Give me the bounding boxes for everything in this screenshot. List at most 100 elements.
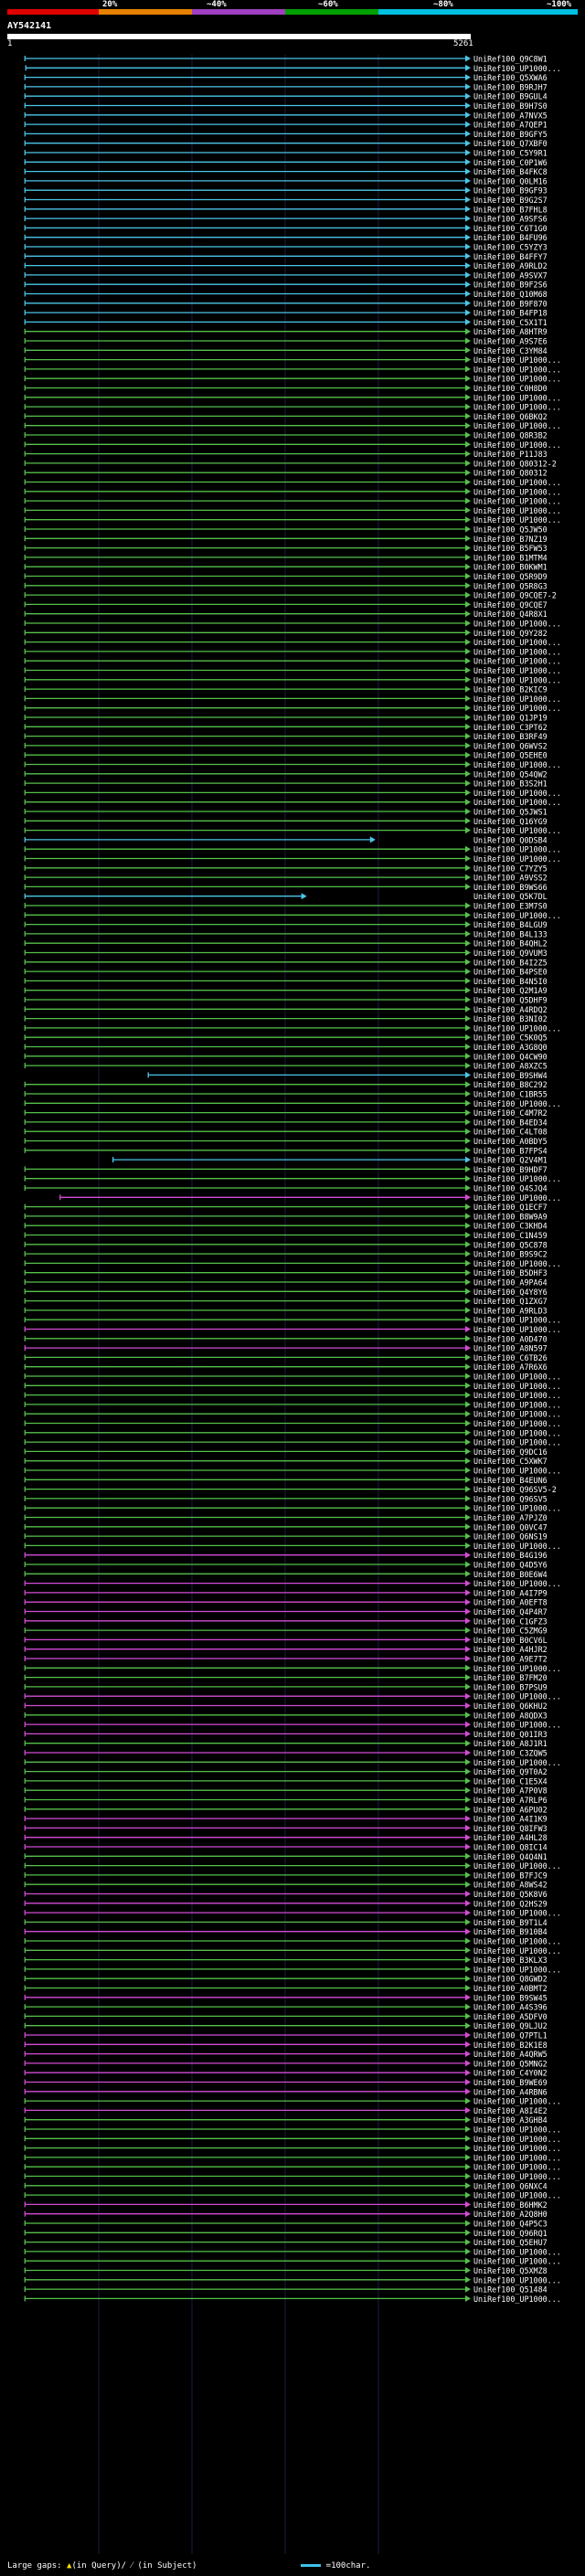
hit-label[interactable]: UniRef100_UP1000... xyxy=(473,1325,561,1334)
hit-row[interactable]: UniRef100_A9RLD2 xyxy=(24,261,548,270)
hit-row[interactable]: UniRef100_B9HDF7 xyxy=(24,1165,548,1174)
hit-label[interactable]: UniRef100_B3KLX3 xyxy=(473,1956,548,1965)
hit-label[interactable]: UniRef100_B9SHW4 xyxy=(473,1071,548,1080)
hit-label[interactable]: UniRef100_UP1000... xyxy=(473,657,561,666)
hit-row[interactable]: UniRef100_Q2HS29 xyxy=(24,1899,548,1908)
hit-label[interactable]: UniRef100_A7PJZ0 xyxy=(473,1513,548,1522)
hit-label[interactable]: UniRef100_Q9CQE7-2 xyxy=(473,591,557,600)
hit-row[interactable]: UniRef100_P11J83 xyxy=(24,450,548,459)
hit-label[interactable]: UniRef100_B7NZ19 xyxy=(473,535,548,544)
hit-label[interactable]: UniRef100_Q9VUM3 xyxy=(473,949,548,958)
hit-label[interactable]: UniRef100_B3RF49 xyxy=(473,732,548,741)
hit-row[interactable]: UniRef100_C5X1T1 xyxy=(24,318,548,327)
hit-label[interactable]: UniRef100_A8QDX3 xyxy=(473,1711,548,1720)
hit-row[interactable]: UniRef100_Q1ECF7 xyxy=(24,1203,548,1212)
hit-label[interactable]: UniRef100_B5DHF3 xyxy=(473,1268,548,1277)
hit-label[interactable]: UniRef100_UP1000... xyxy=(473,1099,561,1108)
hit-row[interactable]: UniRef100_B4N5I0 xyxy=(24,977,548,986)
hit-row[interactable]: UniRef100_Q9DC16 xyxy=(24,1447,548,1457)
hit-row[interactable]: UniRef100_A8I4E2 xyxy=(24,2106,548,2115)
hit-label[interactable]: UniRef100_UP1000... xyxy=(473,1692,561,1701)
hit-label[interactable]: UniRef100_B4QHL2 xyxy=(473,939,548,949)
hit-label[interactable]: UniRef100_Q5EHU7 xyxy=(473,2238,548,2247)
hit-row[interactable]: UniRef100_A9E7T2 xyxy=(24,1655,548,1664)
hit-label[interactable]: UniRef100_UP1000... xyxy=(473,1861,561,1871)
hit-row[interactable]: UniRef100_B9SHW4 xyxy=(147,1071,548,1080)
hit-row[interactable]: UniRef100_UP1000... xyxy=(24,704,561,713)
hit-row[interactable]: UniRef100_Q7PTL1 xyxy=(24,2031,548,2041)
hit-label[interactable]: UniRef100_UP1000... xyxy=(473,675,561,684)
hit-label[interactable]: UniRef100_C1N459 xyxy=(473,1231,548,1240)
hit-row[interactable]: UniRef100_A3GHB4 xyxy=(24,2115,548,2125)
hit-row[interactable]: UniRef100_A7R6X6 xyxy=(24,1362,548,1372)
hit-label[interactable]: UniRef100_Q4Q4N1 xyxy=(473,1852,548,1861)
hit-label[interactable]: UniRef100_B6HMK2 xyxy=(473,2200,548,2210)
hit-row[interactable]: UniRef100_UP1000... xyxy=(24,506,561,515)
hit-row[interactable]: UniRef100_B4FP18 xyxy=(24,309,548,318)
hit-label[interactable]: UniRef100_Q5C878 xyxy=(473,1240,548,1249)
hit-row[interactable]: UniRef100_Q5JW50 xyxy=(24,525,548,535)
hit-label[interactable]: UniRef100_B9S9C2 xyxy=(473,1250,548,1259)
hit-label[interactable]: UniRef100_Q1ECF7 xyxy=(473,1203,548,1212)
hit-label[interactable]: UniRef100_C1BR55 xyxy=(473,1090,548,1099)
hit-row[interactable]: UniRef100_Q5JWS1 xyxy=(24,808,548,817)
hit-row[interactable]: UniRef100_B9WE69 xyxy=(24,2078,548,2087)
hit-label[interactable]: UniRef100_B8W9A9 xyxy=(473,1212,548,1221)
hit-label[interactable]: UniRef100_B7FHL8 xyxy=(473,205,548,214)
hit-label[interactable]: UniRef100_A4RBN6 xyxy=(473,2087,548,2096)
hit-label[interactable]: UniRef100_C3KHD4 xyxy=(473,1222,548,1231)
hit-label[interactable]: UniRef100_Q0DSB4 xyxy=(473,835,548,844)
hit-label[interactable]: UniRef100_B4G196 xyxy=(473,1551,548,1560)
hit-row[interactable]: UniRef100_A7P0V8 xyxy=(24,1786,548,1796)
hit-label[interactable]: UniRef100_B9H7S0 xyxy=(473,101,548,111)
hit-row[interactable]: UniRef100_A6PU02 xyxy=(24,1805,548,1814)
hit-label[interactable]: UniRef100_UP1000... xyxy=(473,1400,561,1409)
hit-row[interactable]: UniRef100_B3NI02 xyxy=(24,1014,548,1023)
hit-row[interactable]: UniRef100_UP1000... xyxy=(24,365,561,374)
hit-label[interactable]: UniRef100_A5DFV0 xyxy=(473,2012,548,2021)
hit-row[interactable]: UniRef100_UP1000... xyxy=(24,1391,561,1400)
hit-row[interactable]: UniRef100_UP1000... xyxy=(24,1909,561,1918)
hit-label[interactable]: UniRef100_UP1000... xyxy=(473,64,561,73)
hit-row[interactable]: UniRef100_UP1000... xyxy=(24,1410,561,1419)
hit-label[interactable]: UniRef100_A9S7E6 xyxy=(473,337,548,346)
hit-label[interactable]: UniRef100_A9SVX7 xyxy=(473,270,548,280)
hit-row[interactable]: UniRef100_UP1000... xyxy=(24,2097,561,2106)
hit-label[interactable]: UniRef100_UP1000... xyxy=(473,845,561,854)
hit-row[interactable]: UniRef100_B8W9A9 xyxy=(24,1212,548,1221)
hit-row[interactable]: UniRef100_B1MTM4 xyxy=(24,553,548,562)
hit-label[interactable]: UniRef100_Q9C8W1 xyxy=(473,55,548,64)
hit-row[interactable]: UniRef100_B4FU96 xyxy=(24,233,548,242)
hit-row[interactable]: UniRef100_Q5XWA6 xyxy=(24,73,548,82)
hit-row[interactable]: UniRef100_B9WS66 xyxy=(24,883,548,892)
hit-row[interactable]: UniRef100_C5K0Q5 xyxy=(24,1034,548,1043)
hit-row[interactable]: UniRef100_UP1000... xyxy=(24,1504,561,1513)
hit-row[interactable]: UniRef100_A8WS42 xyxy=(24,1881,548,1890)
hit-row[interactable]: UniRef100_B4EUN6 xyxy=(24,1476,548,1485)
hit-row[interactable]: UniRef100_UP1000... xyxy=(24,515,561,525)
hit-label[interactable]: UniRef100_Q4CW90 xyxy=(473,1052,548,1061)
hit-label[interactable]: UniRef100_UP1000... xyxy=(473,365,561,374)
hit-row[interactable]: UniRef100_C0H8D0 xyxy=(24,384,548,393)
hit-label[interactable]: UniRef100_A8J1R1 xyxy=(473,1739,548,1748)
hit-row[interactable]: UniRef100_C1BR55 xyxy=(24,1090,548,1099)
hit-label[interactable]: UniRef100_B4LGU9 xyxy=(473,920,548,929)
hit-row[interactable]: UniRef100_A4HL28 xyxy=(24,1833,548,1842)
hit-row[interactable]: UniRef100_B910B4 xyxy=(24,1927,548,1936)
hit-label[interactable]: UniRef100_UP1000... xyxy=(473,694,561,704)
hit-row[interactable]: UniRef100_A7QEP1 xyxy=(24,121,548,130)
hit-label[interactable]: UniRef100_Q80312-2 xyxy=(473,459,557,468)
hit-row[interactable]: UniRef100_A7RLP6 xyxy=(24,1796,548,1805)
hit-label[interactable]: UniRef100_B4N5I0 xyxy=(473,977,548,986)
hit-row[interactable]: UniRef100_B8C292 xyxy=(24,1080,548,1089)
hit-row[interactable]: UniRef100_UP1000... xyxy=(24,1400,561,1409)
hit-row[interactable]: UniRef100_A9VSS2 xyxy=(24,874,548,883)
hit-label[interactable]: UniRef100_UP1000... xyxy=(473,478,561,487)
hit-label[interactable]: UniRef100_A0BMT2 xyxy=(473,1984,548,1993)
hit-label[interactable]: UniRef100_A0BDY5 xyxy=(473,1137,548,1146)
hit-row[interactable]: UniRef100_UP1000... xyxy=(24,2247,561,2256)
hit-label[interactable]: UniRef100_UP1000... xyxy=(473,506,561,515)
hit-label[interactable]: UniRef100_Q6KHU2 xyxy=(473,1701,548,1711)
hit-label[interactable]: UniRef100_B4FU96 xyxy=(473,233,548,242)
hit-label[interactable]: UniRef100_C3PT62 xyxy=(473,723,548,732)
